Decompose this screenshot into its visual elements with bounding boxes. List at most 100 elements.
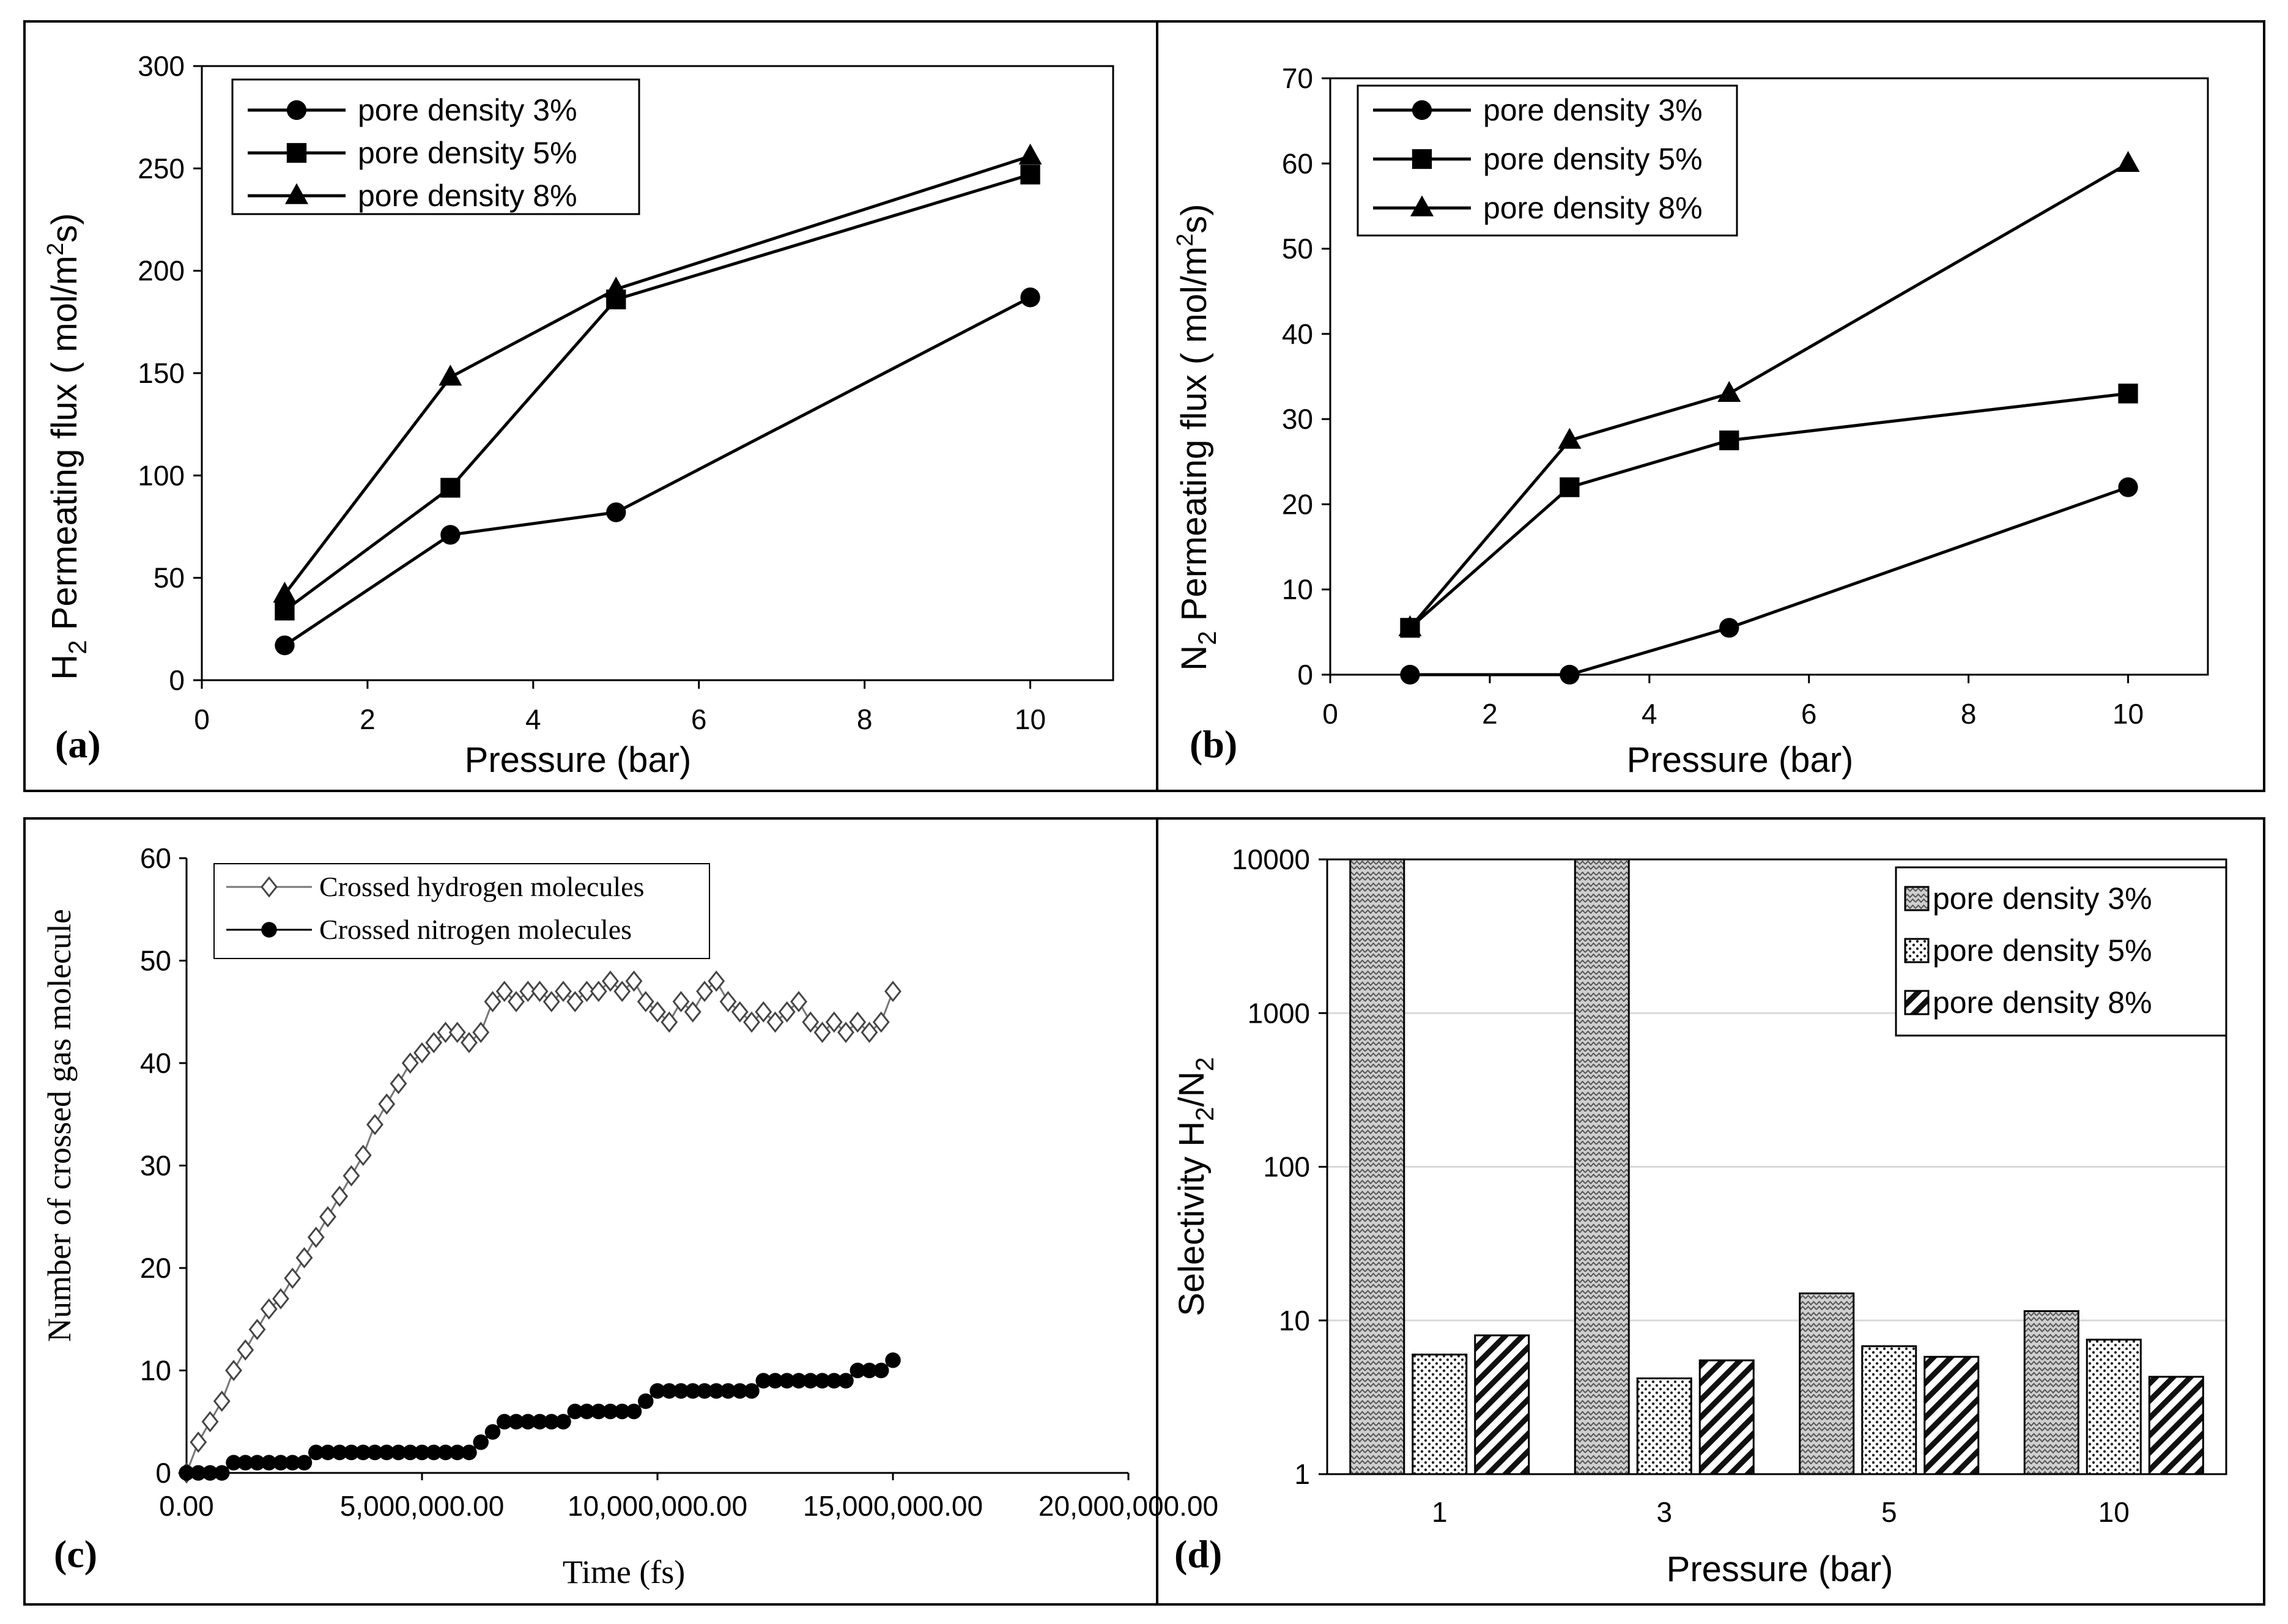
marker-circle xyxy=(473,1434,489,1450)
marker-open-diamond xyxy=(625,970,643,992)
panel-a-series xyxy=(273,143,1042,656)
marker-open-diamond xyxy=(508,991,525,1012)
marker-open-diamond xyxy=(696,981,713,1003)
marker-open-diamond xyxy=(342,1165,360,1187)
marker-open-diamond xyxy=(448,1021,466,1044)
x-axis-title: Time (fs) xyxy=(563,1554,686,1590)
series-line-3 xyxy=(1409,162,2129,629)
marker-triangle xyxy=(273,581,297,603)
marker-square xyxy=(286,143,307,163)
y-tick-label: 200 xyxy=(138,255,185,287)
panel-label: (c) xyxy=(54,1532,97,1576)
panel-a-chart: 0 50 100 150 200 250 300 0 2 4 6 8 10 pore density 3… xyxy=(43,50,1114,780)
marker-open-diamond xyxy=(731,1001,749,1023)
marker-circle xyxy=(673,1383,689,1399)
x-tick-label: 5 xyxy=(1881,1496,1897,1528)
marker-open-diamond xyxy=(354,1144,372,1166)
panel-label: (b) xyxy=(1190,722,1237,766)
legend-swatch xyxy=(1904,886,1930,911)
y-tick-label: 20 xyxy=(1282,488,1313,520)
marker-open-diamond xyxy=(802,1011,820,1033)
marker-triangle xyxy=(2116,150,2140,172)
marker-open-diamond xyxy=(531,981,549,1003)
x-tick-label: 1 xyxy=(1432,1496,1448,1528)
marker-circle xyxy=(732,1383,748,1399)
marker-circle xyxy=(355,1444,371,1461)
marker-circle xyxy=(567,1403,583,1420)
marker-circle xyxy=(237,1455,253,1470)
marker-open-diamond xyxy=(319,1206,336,1228)
legend-box xyxy=(1895,866,2227,1037)
marker-open-diamond xyxy=(425,1032,443,1053)
y-tick-label: 1000 xyxy=(1248,997,1310,1029)
marker-circle xyxy=(2118,477,2138,497)
panel-c-series xyxy=(178,970,902,1484)
marker-circle xyxy=(814,1373,831,1389)
marker-open-diamond xyxy=(590,981,607,1003)
legend-label: pore density 3% xyxy=(358,93,577,127)
marker-open-diamond xyxy=(190,1431,207,1453)
marker-circle xyxy=(685,1383,701,1399)
marker-triangle xyxy=(1410,195,1434,217)
x-tick-label: 0 xyxy=(194,703,210,735)
marker-open-diamond xyxy=(661,1011,678,1033)
marker-open-diamond xyxy=(542,991,560,1012)
legend-label: pore density 3% xyxy=(1483,93,1703,127)
marker-open-diamond xyxy=(672,991,690,1012)
y-tick-label: 150 xyxy=(138,357,185,389)
x-tick-label: 4 xyxy=(525,703,541,735)
x-axis-title: Pressure (bar) xyxy=(1667,1549,1894,1589)
marker-open-diamond xyxy=(743,1011,760,1033)
y-tick-label: 10 xyxy=(140,1355,171,1387)
marker-circle xyxy=(1560,664,1580,685)
marker-open-diamond xyxy=(331,1185,349,1207)
marker-circle xyxy=(850,1362,865,1379)
marker-open-diamond xyxy=(566,991,584,1012)
marker-open-diamond xyxy=(755,1001,772,1023)
marker-circle xyxy=(284,1455,300,1470)
marker-circle xyxy=(286,100,307,121)
marker-circle xyxy=(497,1414,513,1429)
marker-square xyxy=(1719,430,1739,451)
y-tick-label: 10 xyxy=(1279,1305,1310,1337)
x-tick-label: 15,000,000.00 xyxy=(803,1490,983,1522)
marker-circle xyxy=(331,1444,347,1461)
bar xyxy=(2148,1376,2204,1475)
marker-open-diamond xyxy=(284,1267,302,1289)
y-tick-label: 100 xyxy=(138,459,185,491)
marker-open-diamond xyxy=(260,1298,278,1320)
marker-circle xyxy=(426,1444,442,1461)
bar xyxy=(1412,1353,1468,1475)
x-tick-label: 6 xyxy=(691,703,707,735)
x-tick-label: 20,000,000.00 xyxy=(1038,1490,1218,1522)
marker-circle xyxy=(367,1444,383,1461)
panel-b-legend: pore density 3% pore density 5% pore densi… xyxy=(1357,84,1738,237)
x-axis-title: Pressure (bar) xyxy=(465,740,692,780)
marker-square xyxy=(1020,165,1040,185)
marker-open-diamond xyxy=(837,1021,854,1044)
marker-square xyxy=(440,478,461,498)
marker-circle xyxy=(202,1465,218,1481)
marker-circle xyxy=(602,1403,618,1420)
y-axis-title: Number of crossed gas molecule xyxy=(41,909,78,1342)
panel-b-frame xyxy=(1156,20,2265,792)
marker-circle xyxy=(638,1393,654,1409)
y-tick-label: 10000 xyxy=(1232,844,1310,875)
marker-open-diamond xyxy=(778,1001,796,1023)
y-tick-label: 0 xyxy=(155,1457,171,1489)
marker-open-diamond xyxy=(437,1021,454,1044)
marker-open-diamond xyxy=(378,1093,396,1115)
y-axis-title: H2 Permeating flux ( mol/m2s) xyxy=(43,213,92,680)
marker-circle xyxy=(708,1383,724,1399)
legend-swatch xyxy=(1904,938,1930,963)
x-axis-title: Pressure (bar) xyxy=(1627,740,1854,780)
marker-open-diamond xyxy=(413,1042,431,1064)
series-line-1 xyxy=(284,295,1031,647)
marker-triangle xyxy=(1558,428,1582,449)
marker-circle xyxy=(261,1455,277,1470)
marker-open-diamond xyxy=(637,991,654,1012)
marker-circle xyxy=(450,1444,465,1461)
marker-circle xyxy=(791,1373,807,1389)
panel-c-axes: 0 10 20 30 40 50 60 0.00 5,000,000.00 10,000,000.… xyxy=(140,842,1218,1522)
